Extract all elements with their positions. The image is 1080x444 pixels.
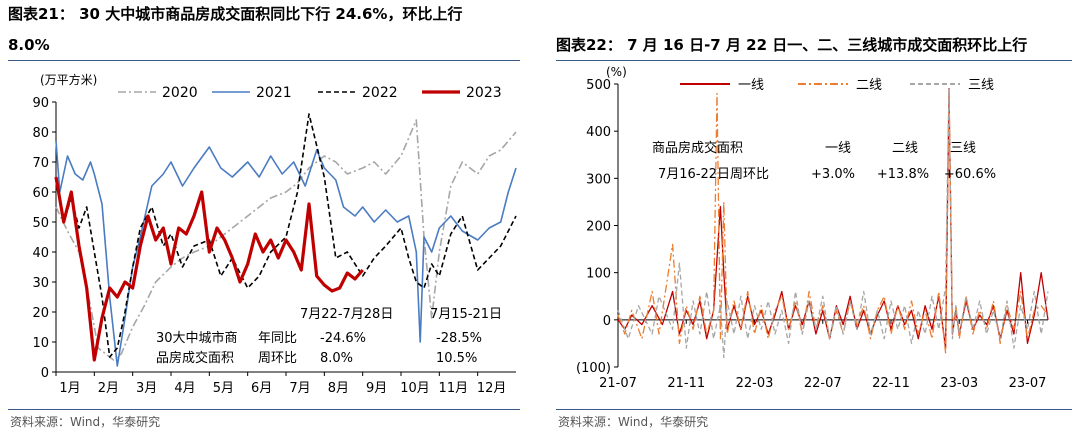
y-tick-label: 70 bbox=[32, 156, 49, 171]
series-line-2022 bbox=[55, 113, 517, 358]
series-line-2020 bbox=[55, 119, 517, 361]
annotation-col2: 二线 bbox=[892, 141, 918, 156]
series-line-二线 bbox=[617, 92, 1049, 354]
y-unit-label: (%) bbox=[606, 65, 627, 79]
series-line-三线 bbox=[617, 88, 1049, 359]
annotation-metric-line2: 品房成交面积 bbox=[156, 350, 234, 366]
legend-label-2023: 2023 bbox=[466, 85, 502, 101]
x-tick-label: 23-03 bbox=[940, 376, 978, 391]
series-line-2023 bbox=[54, 176, 364, 362]
x-tick-label: 23-07 bbox=[1009, 376, 1047, 391]
legend-label-2020: 2020 bbox=[162, 85, 198, 101]
legend-label-二线: 二线 bbox=[856, 78, 882, 93]
annotation-period-b: 7月15-21日 bbox=[430, 307, 502, 322]
left-source-note: 资料来源：Wind，华泰研究 bbox=[10, 415, 161, 429]
y-unit-label: (万平方米) bbox=[40, 72, 97, 87]
left-title-line1: 图表21： 30 大中城市商品房成交面积同比下行 24.6%，环比上行 bbox=[8, 5, 463, 23]
annotation-col3: 三线 bbox=[950, 141, 976, 156]
y-tick-label: 10 bbox=[32, 336, 49, 351]
left-panel: 图表21： 30 大中城市商品房成交面积同比下行 24.6%，环比上行 8.0%… bbox=[0, 0, 528, 444]
legend-label-2021: 2021 bbox=[256, 85, 292, 101]
y-tick-label: 400 bbox=[586, 125, 611, 140]
x-tick-label: 4月 bbox=[174, 381, 195, 396]
annotation-val1: +3.0% bbox=[811, 167, 855, 182]
x-tick-label: 2月 bbox=[98, 381, 119, 396]
right-title-rule bbox=[556, 60, 1072, 61]
y-tick-label: 20 bbox=[32, 306, 49, 321]
annotation-mom-label: 周环比 bbox=[258, 351, 297, 366]
x-tick-label: 21-11 bbox=[667, 376, 705, 391]
left-chart: 0 10 20 30 40 50 60 70 80 90 1月 2月 3月 4月 5月 6月 7月 8月 9月 10月… bbox=[32, 72, 517, 396]
x-tick-label: 8月 bbox=[328, 381, 349, 396]
y-tick-label: 500 bbox=[586, 78, 611, 93]
annotation-period-a: 7月22-7月28日 bbox=[300, 307, 393, 322]
annotation-mom-b: 10.5% bbox=[436, 351, 477, 366]
right-panel: 图表22： 7 月 16 日-7 月 22 日一、二、三线城市成交面积环比上行 … bbox=[548, 0, 1080, 444]
annotation-val3: +60.6% bbox=[944, 167, 996, 182]
x-tick-label: 22-07 bbox=[804, 376, 842, 391]
left-title-line2: 8.0% bbox=[8, 36, 50, 54]
right-title: 图表22： 7 月 16 日-7 月 22 日一、二、三线城市成交面积环比上行 bbox=[556, 36, 1028, 54]
right-bottom-rule bbox=[556, 409, 1072, 410]
y-tick-label: 300 bbox=[586, 172, 611, 187]
right-source-note: 资料来源：Wind，华泰研究 bbox=[558, 415, 709, 429]
y-tick-label: 30 bbox=[32, 276, 49, 291]
annotation-yoy-a: -24.6% bbox=[320, 331, 366, 346]
y-tick-label: 200 bbox=[586, 220, 611, 235]
x-tick-label: 10月 bbox=[400, 381, 430, 396]
series-line-一线 bbox=[617, 88, 1049, 349]
right-chart: (100) 0 100 200 300 400 500 21-07 21-11 22-03 22-0… bbox=[576, 65, 1049, 391]
left-bottom-rule bbox=[8, 409, 520, 410]
y-tick-label: 80 bbox=[32, 126, 49, 141]
y-tick-label: 0 bbox=[603, 314, 611, 329]
y-tick-label: 0 bbox=[41, 366, 49, 381]
annotation-row-header: 商品房成交面积 bbox=[652, 140, 743, 156]
x-tick-label: 12月 bbox=[477, 381, 507, 396]
x-tick-label: 11月 bbox=[439, 381, 469, 396]
y-tick-label: (100) bbox=[576, 361, 611, 376]
y-tick-label: 40 bbox=[32, 246, 49, 261]
x-tick-label: 1月 bbox=[59, 381, 80, 396]
x-tick-label: 9月 bbox=[366, 381, 387, 396]
x-tick-label: 3月 bbox=[136, 381, 157, 396]
x-tick-label: 22-03 bbox=[736, 376, 774, 391]
y-tick-label: 50 bbox=[32, 216, 49, 231]
legend-label-2022: 2022 bbox=[362, 85, 398, 101]
annotation-metric-line1: 30大中城市商 bbox=[156, 330, 238, 346]
y-tick-label: 100 bbox=[586, 267, 611, 282]
legend-label-一线: 一线 bbox=[738, 78, 764, 93]
left-title-rule bbox=[8, 60, 520, 61]
annotation-val2: +13.8% bbox=[877, 167, 929, 182]
annotation-yoy-label: 年同比 bbox=[258, 331, 297, 346]
y-tick-label: 60 bbox=[32, 186, 49, 201]
series-line-2021 bbox=[55, 140, 517, 367]
x-tick-label: 21-07 bbox=[599, 376, 637, 391]
x-tick-label: 7月 bbox=[289, 381, 310, 396]
annotation-col1: 一线 bbox=[825, 141, 851, 156]
x-tick-label: 5月 bbox=[213, 381, 234, 396]
annotation-mom-a: 8.0% bbox=[320, 351, 353, 366]
x-tick-label: 22-11 bbox=[872, 376, 910, 391]
y-tick-label: 90 bbox=[32, 96, 49, 111]
x-tick-label: 6月 bbox=[251, 381, 272, 396]
annotation-row-label: 7月16-22日周环比 bbox=[658, 167, 769, 182]
annotation-yoy-b: -28.5% bbox=[436, 331, 482, 346]
legend-label-三线: 三线 bbox=[968, 78, 994, 93]
